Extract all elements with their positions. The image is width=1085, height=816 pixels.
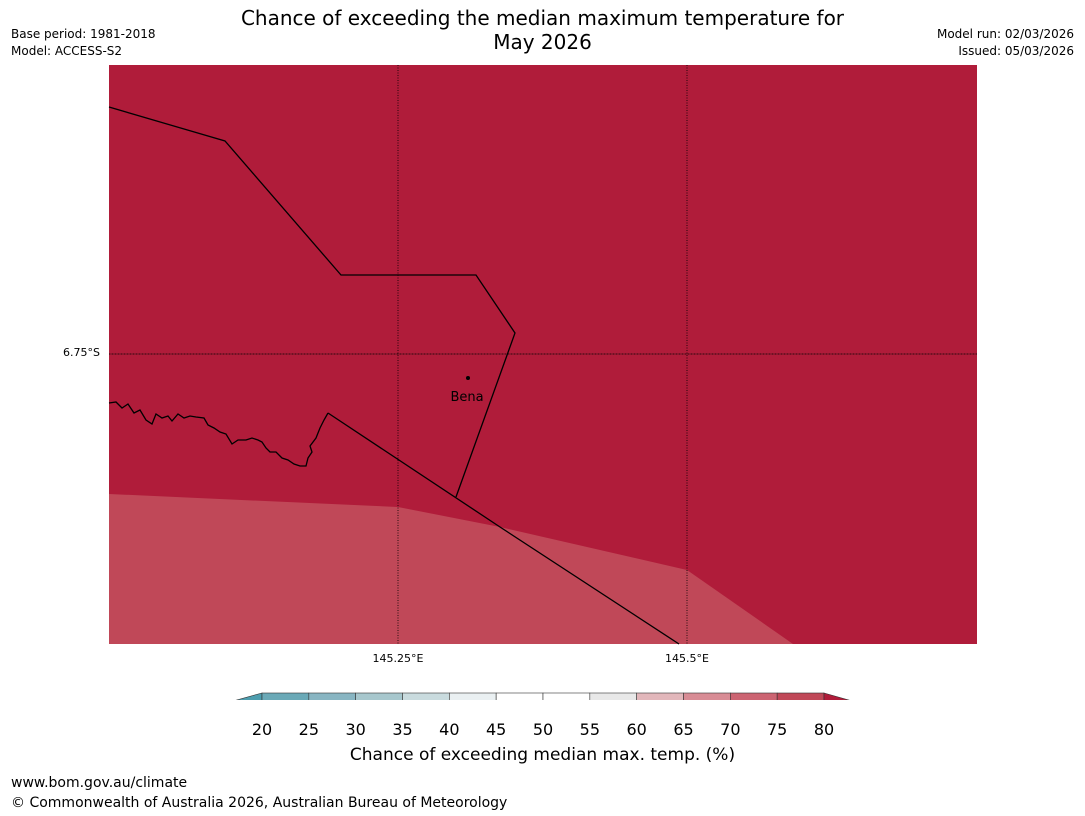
lon-label-1: 145.25°E xyxy=(372,652,424,665)
footer-url: www.bom.gov.au/climate xyxy=(11,775,188,791)
colorbar-tick-label: 65 xyxy=(673,720,694,739)
model-name: Model: ACCESS-S2 xyxy=(11,44,123,58)
colorbar-tick-label: 30 xyxy=(345,720,366,739)
colorbar-segment xyxy=(683,692,731,700)
colorbar-tick-label: 70 xyxy=(720,720,741,739)
boundary-line-2 xyxy=(327,412,680,645)
colorbar-segment xyxy=(355,692,403,700)
boundary-line-1 xyxy=(108,106,516,498)
colorbar-segment xyxy=(261,692,310,700)
lon-label-2: 145.5°E xyxy=(665,652,709,665)
colorbar-tick-label: 80 xyxy=(813,720,835,739)
colorbar-tick-label: 75 xyxy=(766,720,788,739)
colorbar-tick-label: 50 xyxy=(532,720,554,739)
map: Bena xyxy=(108,65,977,700)
colorbar-tick-label: 45 xyxy=(485,720,507,739)
lat-label: 6.75°S xyxy=(63,346,100,359)
colorbar-segment xyxy=(542,692,591,700)
colorbar-tick-label: 60 xyxy=(626,720,647,739)
base-period: Base period: 1981-2018 xyxy=(11,27,156,41)
colorbar-segment xyxy=(495,692,544,700)
river-line xyxy=(108,401,329,467)
issued-date: Issued: 05/03/2026 xyxy=(958,44,1074,58)
colorbar-tick-label: 40 xyxy=(439,720,460,739)
town-marker xyxy=(466,376,470,380)
colorbar-title: Chance of exceeding median max. temp. (%… xyxy=(349,745,736,765)
colorbar-segment xyxy=(449,692,497,700)
title-line-2: May 2026 xyxy=(493,30,592,54)
title-line-1: Chance of exceeding the median maximum t… xyxy=(240,6,845,30)
colorbar-segment xyxy=(589,692,637,700)
meta-right: Model run: 02/03/2026 Issued: 05/03/2026 xyxy=(937,26,1074,60)
colorbar-over-arrow xyxy=(823,692,850,700)
model-run: Model run: 02/03/2026 xyxy=(936,27,1074,41)
footer-copyright: © Commonwealth of Australia 2026, Austra… xyxy=(11,795,508,811)
colorbar-segment xyxy=(402,692,450,700)
colorbar-segment xyxy=(730,692,778,700)
meta-left: Base period: 1981-2018 Model: ACCESS-S2 xyxy=(11,26,156,60)
colorbar-segment xyxy=(776,692,825,700)
colorbar-tick-labels: 20 25 30 35 40 45 50 55 60 65 70 75 80 xyxy=(0,720,1085,740)
colorbar-segment xyxy=(308,692,356,700)
colorbar-tick-label: 35 xyxy=(392,720,413,739)
colorbar-under-arrow xyxy=(235,692,263,700)
colorbar-tick-label: 25 xyxy=(298,720,319,739)
town-label: Bena xyxy=(450,390,483,405)
colorbar xyxy=(235,692,850,700)
colorbar-tick-label: 20 xyxy=(251,720,273,739)
colorbar-tick-label: 55 xyxy=(579,720,600,739)
chart-title: Chance of exceeding the median maximum t… xyxy=(0,6,1085,54)
colorbar-segment xyxy=(636,692,684,700)
